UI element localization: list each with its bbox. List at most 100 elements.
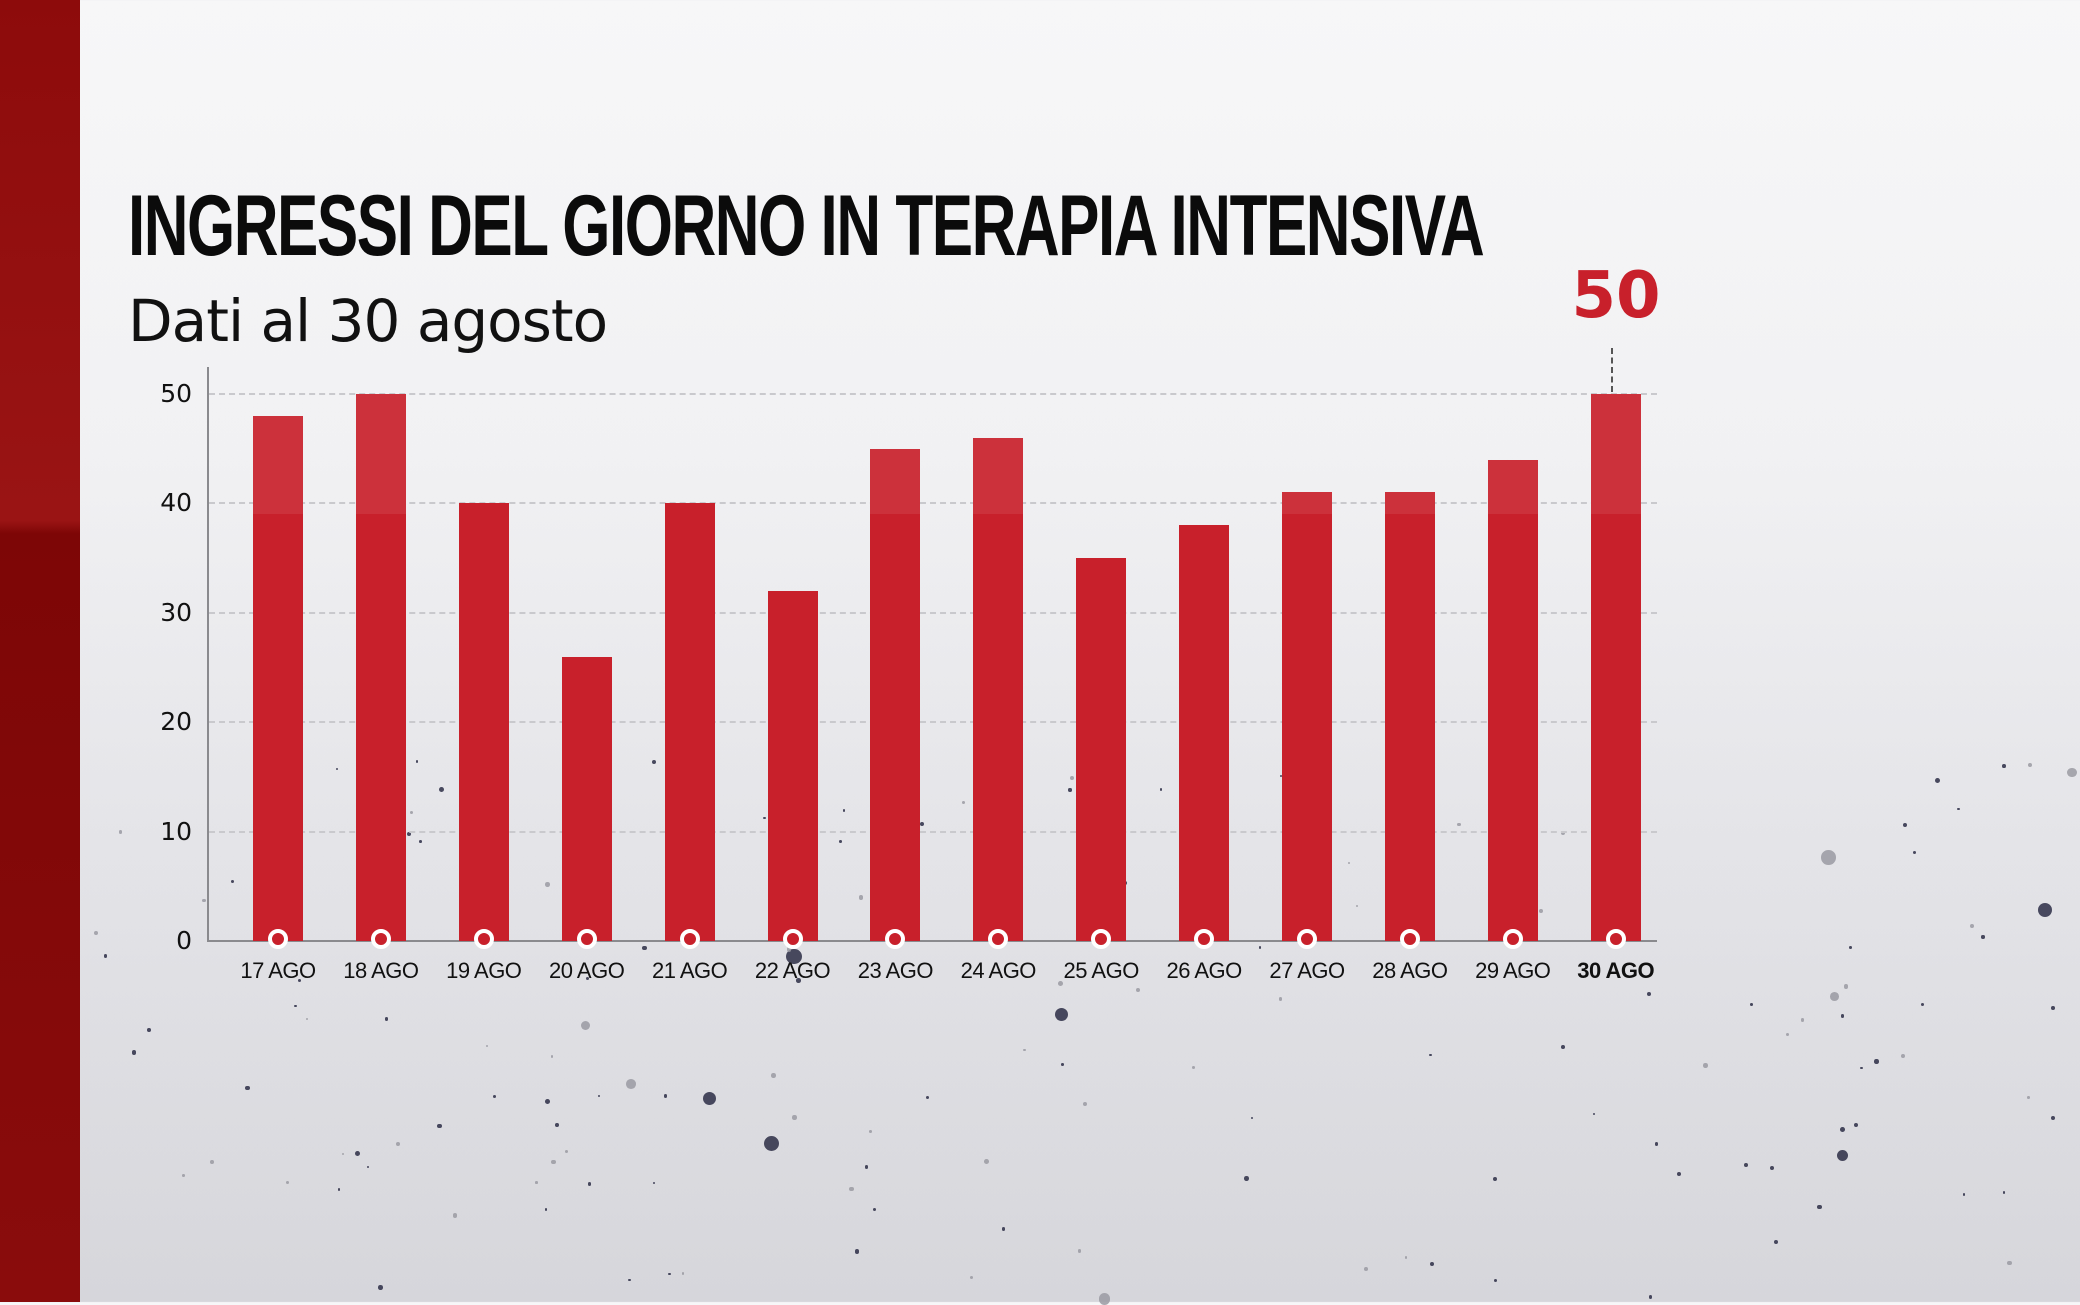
background-dot — [1874, 1059, 1879, 1064]
background-dot — [1957, 808, 1960, 811]
background-dot — [1561, 1044, 1566, 1049]
background-dot — [1800, 1018, 1805, 1022]
background-dot — [1279, 775, 1282, 778]
background-dot — [337, 1188, 341, 1192]
background-dot — [452, 1213, 457, 1218]
x-tick-label: 28 AGO — [1372, 958, 1448, 983]
background-dot — [1839, 1127, 1845, 1132]
background-dot — [1853, 1122, 1858, 1128]
background-dot — [1069, 775, 1074, 780]
chart-title: INGRESSI DEL GIORNO IN TERAPIA INTENSIVA — [128, 178, 1485, 274]
background-dot — [297, 978, 301, 982]
background-dot — [1912, 850, 1917, 855]
background-dot — [642, 946, 647, 951]
bar — [1384, 492, 1435, 941]
bar — [561, 656, 612, 941]
y-axis — [207, 367, 209, 942]
bar-marker-dot — [370, 929, 391, 949]
background-dot — [1592, 1112, 1596, 1116]
x-axis — [207, 940, 1657, 942]
x-tick-label: 19 AGO — [446, 958, 522, 983]
background-dot — [1773, 1240, 1779, 1245]
background-dot — [864, 1165, 869, 1169]
background-dot — [1077, 1249, 1082, 1253]
background-dot — [336, 768, 339, 771]
background-dot — [1903, 823, 1908, 828]
x-tick-label: 21 AGO — [651, 958, 728, 983]
bar-gloss — [253, 415, 303, 515]
background-dot — [378, 1285, 383, 1290]
background-dot — [1191, 1066, 1195, 1070]
gridline — [209, 721, 1657, 724]
background-dot — [1703, 1063, 1708, 1068]
x-tick-label: 22 AGO — [754, 958, 831, 983]
x-tick-label: 20 AGO — [549, 958, 625, 983]
bar — [1282, 492, 1332, 941]
background-dot — [545, 1099, 551, 1104]
background-dot — [925, 1096, 930, 1100]
background-dot — [1429, 1053, 1433, 1057]
background-dot — [2002, 764, 2006, 768]
background-dot — [1901, 1054, 1906, 1059]
background-dot — [1001, 1227, 1006, 1231]
background-dot — [384, 1017, 389, 1021]
background-dot — [681, 1272, 684, 1275]
background-dot — [1538, 908, 1543, 913]
background-dot — [419, 840, 423, 843]
background-dot — [854, 1249, 860, 1254]
x-tick-label: 17 AGO — [240, 958, 316, 983]
bar-gloss — [1590, 394, 1641, 515]
background-dot — [1243, 1176, 1249, 1181]
bar-marker-dot — [1605, 929, 1626, 949]
background-dot — [626, 1079, 637, 1089]
background-dot — [286, 1180, 290, 1184]
highlight-leader-line — [1611, 348, 1613, 392]
bar-marker-dot — [988, 929, 1009, 949]
bar-gloss — [1282, 492, 1332, 515]
bar-gloss — [973, 437, 1024, 515]
bar — [355, 394, 406, 941]
background-dot — [2037, 902, 2052, 918]
background-dot — [1769, 1165, 1775, 1171]
background-dot — [1135, 987, 1141, 993]
bar-marker-dot — [885, 929, 906, 949]
background-dot — [1840, 1014, 1845, 1018]
background-dot — [1278, 997, 1283, 1001]
background-dot — [1364, 1267, 1368, 1271]
background-dot — [1677, 1172, 1682, 1177]
bar — [1179, 525, 1230, 941]
background-dot — [1493, 1176, 1498, 1181]
bar-marker-dot — [679, 929, 700, 949]
background-dot — [1561, 831, 1566, 836]
background-dot — [341, 1153, 345, 1156]
background-dot — [969, 1276, 973, 1280]
y-tick-label: 40 — [160, 488, 192, 518]
background-dot — [1404, 1256, 1408, 1259]
background-dot — [872, 1208, 876, 1212]
bar — [767, 590, 818, 941]
bar-marker-dot — [1091, 929, 1112, 949]
background-dot — [1082, 1101, 1088, 1107]
highlight-value-label: 50 — [1571, 259, 1661, 333]
background-dot — [849, 1187, 854, 1192]
background-dot — [2051, 1006, 2056, 1011]
background-dot — [628, 1278, 631, 1282]
background-dot — [202, 898, 206, 903]
bar-gloss — [355, 394, 406, 515]
x-tick-label: 29 AGO — [1475, 958, 1551, 983]
bar — [1076, 558, 1127, 941]
bar — [458, 503, 509, 941]
y-tick-label: 10 — [160, 816, 192, 846]
bar-marker-dot — [1297, 929, 1317, 949]
gridline — [209, 502, 1657, 505]
background-dot — [535, 1181, 538, 1184]
background-dot — [2027, 1096, 2031, 1099]
bar-gloss — [1384, 492, 1435, 515]
background-dot — [763, 816, 766, 820]
background-dot — [1969, 923, 1974, 928]
background-dot — [1785, 1032, 1790, 1036]
background-dot — [598, 1094, 601, 1097]
background-dot — [409, 811, 413, 815]
background-dot — [1054, 1007, 1068, 1021]
bar-marker-dot — [782, 929, 803, 949]
